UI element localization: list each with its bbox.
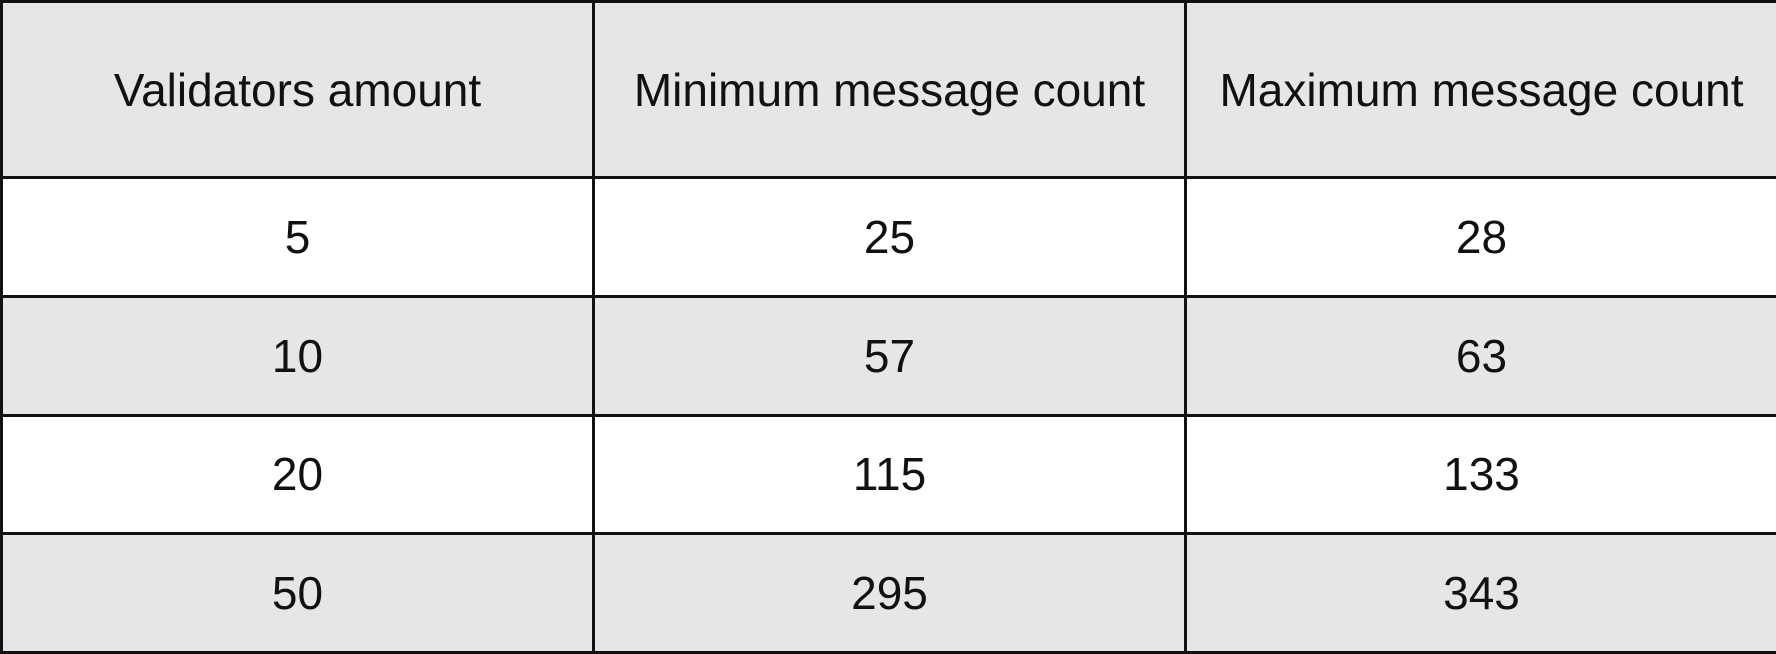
cell-minimum-message-count: 25 [592, 176, 1187, 298]
cell-validators-amount: 10 [0, 294, 595, 417]
cell-minimum-message-count: 115 [592, 413, 1187, 536]
cell-minimum-message-count: 295 [592, 532, 1187, 654]
cell-maximum-message-count: 133 [1184, 413, 1776, 536]
cell-validators-amount: 5 [0, 176, 595, 298]
header-validators-amount: Validators amount [0, 0, 595, 179]
table-row: 5 25 28 [0, 176, 1776, 298]
table-header-row: Validators amount Minimum message count … [0, 0, 1776, 179]
cell-minimum-message-count: 57 [592, 294, 1187, 417]
table-row: 50 295 343 [0, 532, 1776, 654]
cell-maximum-message-count: 343 [1184, 532, 1776, 654]
cell-validators-amount: 50 [0, 532, 595, 654]
table-row: 10 57 63 [0, 294, 1776, 417]
table-row: 20 115 133 [0, 413, 1776, 536]
header-minimum-message-count: Minimum message count [592, 0, 1187, 179]
cell-maximum-message-count: 63 [1184, 294, 1776, 417]
cell-maximum-message-count: 28 [1184, 176, 1776, 298]
cell-validators-amount: 20 [0, 413, 595, 536]
header-maximum-message-count: Maximum message count [1184, 0, 1776, 179]
